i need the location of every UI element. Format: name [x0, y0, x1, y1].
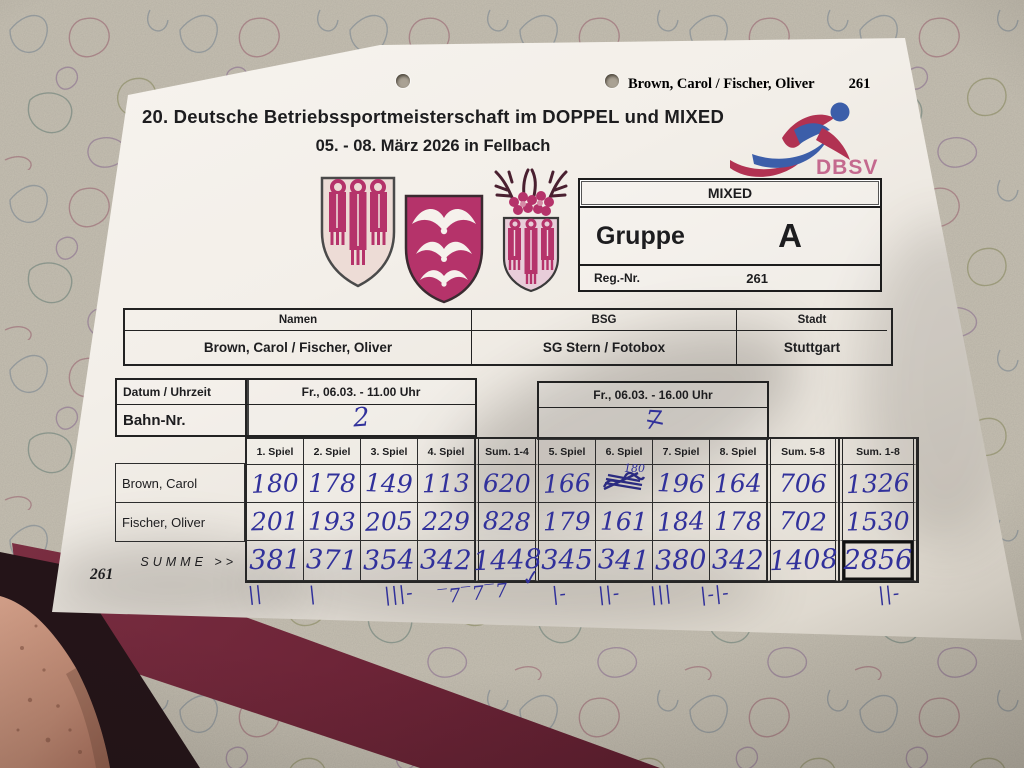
session2-datetime: Fr., 06.03. - 16.00 Uhr: [539, 383, 767, 408]
score-cell: 381: [247, 541, 304, 581]
score-cell: 164: [710, 465, 767, 503]
punch-hole: [396, 74, 410, 88]
handwritten-score: 2856: [843, 545, 913, 576]
score-cell: 161: [596, 503, 653, 541]
reg-nr-label: Reg.-Nr.: [594, 271, 641, 285]
score-cell: 196: [653, 465, 710, 503]
col-header-namen: Namen: [125, 310, 472, 331]
score-cell: 179: [539, 503, 596, 541]
group-box: MIXED Gruppe A Reg.-Nr. 261: [578, 178, 882, 292]
dbsv-logo-icon: [730, 102, 850, 177]
crest-birds-icon: [404, 194, 484, 304]
score-cell: 205: [361, 503, 418, 541]
team-table: Namen BSG Stadt Brown, Carol / Fischer, …: [123, 308, 893, 366]
score-grid: 1. Spiel 2. Spiel 3. Spiel 4. Spiel Sum. 1-4…: [245, 437, 919, 583]
category-label: MIXED: [580, 180, 880, 208]
score-cell: 1408: [767, 541, 839, 581]
score-cell: 201: [247, 503, 304, 541]
score-col-header: 1. Spiel: [247, 439, 304, 465]
handwritten-score: 178: [308, 469, 356, 498]
score-col-header: 6. Spiel: [596, 439, 653, 465]
score-cell: 178: [710, 503, 767, 541]
col-header-bsg: BSG: [472, 310, 737, 331]
score-cell: 1448: [472, 541, 542, 581]
handwritten-score: 229: [422, 507, 470, 536]
score-cell: 193: [304, 503, 361, 541]
punch-hole: [605, 74, 619, 88]
datetime-label: Datum / Uhrzeit: [117, 380, 247, 405]
score-cell: 702: [767, 503, 839, 541]
session1-datetime: Fr., 06.03. - 11.00 Uhr: [247, 380, 475, 405]
corrected-score: 180: [624, 461, 645, 475]
score-cell: 828: [475, 503, 539, 541]
session1-box: Fr., 06.03. - 11.00 Uhr 2: [245, 378, 477, 437]
score-cell: 371: [304, 541, 361, 581]
score-col-header: 5. Spiel: [539, 439, 596, 465]
title-block: 20. Deutsche Betriebssportmeisterschaft …: [118, 106, 748, 156]
score-cell: 345: [539, 541, 596, 581]
score-col-header: Sum. 1-8: [839, 439, 917, 465]
player-name-column: Brown, Carol Fischer, Oliver SUMME >>: [115, 463, 245, 582]
sheet-number: 261: [90, 566, 114, 583]
score-cell: 342: [418, 541, 475, 581]
score-col-header: 7. Spiel: [653, 439, 710, 465]
dbsv-logo-text: DBSV: [816, 156, 879, 179]
hand-shadow: [250, 540, 770, 630]
score-cell: 184: [653, 503, 710, 541]
group-value: A: [778, 217, 802, 254]
team-names: Brown, Carol / Fischer, Oliver: [125, 331, 472, 364]
header-note-number: 261: [848, 76, 871, 92]
score-cell: 178: [304, 465, 361, 503]
schedule-label-box: Datum / Uhrzeit Bahn-Nr.: [115, 378, 249, 437]
team-bsg: SG Stern / Fotobox: [472, 331, 737, 364]
score-cell: 229: [418, 503, 475, 541]
header-note-names: Brown, Carol / Fischer, Oliver: [628, 76, 815, 92]
score-cell: 706: [767, 465, 839, 503]
score-cell: 341: [596, 541, 653, 581]
score-cell: 149: [361, 465, 418, 503]
score-col-header: 8. Spiel: [710, 439, 767, 465]
handwritten-score: 178: [714, 507, 762, 536]
score-cell: 113: [418, 465, 475, 503]
crest-banners-icon: [320, 176, 396, 288]
handwritten-score: 345: [541, 545, 593, 576]
handwritten-score: 180: [602, 462, 646, 499]
group-label: Gruppe: [596, 221, 685, 250]
score-col-header: Sum. 1-4: [475, 439, 539, 465]
score-col-header: 3. Spiel: [361, 439, 418, 465]
team-city: Stuttgart: [783, 340, 841, 355]
scribbled-out-score: [602, 471, 646, 490]
reg-nr-value: 261: [746, 270, 768, 286]
score-col-header: Sum. 5-8: [767, 439, 839, 465]
score-cell: 2856: [839, 541, 917, 581]
player-name: Fischer, Oliver: [115, 502, 245, 542]
handwritten-score: 381: [249, 545, 301, 576]
page-subtitle: 05. - 08. März 2026 in Fellbach: [315, 137, 551, 155]
summe-label: SUMME >>: [140, 555, 237, 569]
score-cell: 180: [247, 465, 304, 503]
score-cell: 166: [539, 465, 596, 503]
score-cell: 1530: [839, 503, 917, 541]
header-note: Brown, Carol / Fischer, Oliver 261: [628, 76, 928, 93]
score-col-header: 4. Spiel: [418, 439, 475, 465]
score-cell: 354: [361, 541, 418, 581]
crest-antlers-grapes-icon: [494, 168, 568, 293]
score-cell: 1326: [839, 465, 917, 503]
player-name: Brown, Carol: [115, 463, 245, 502]
score-cell: 180: [596, 462, 653, 503]
score-cell: 342: [710, 541, 767, 581]
session2-box: Fr., 06.03. - 16.00 Uhr 7: [537, 381, 769, 440]
score-cell: 380: [653, 541, 710, 581]
page-title: 20. Deutsche Betriebssportmeisterschaft …: [141, 106, 725, 127]
score-col-header: 2. Spiel: [304, 439, 361, 465]
col-header-stadt: Stadt: [737, 310, 887, 331]
lane-label: Bahn-Nr.: [123, 411, 186, 429]
score-cell: 620: [475, 465, 539, 503]
